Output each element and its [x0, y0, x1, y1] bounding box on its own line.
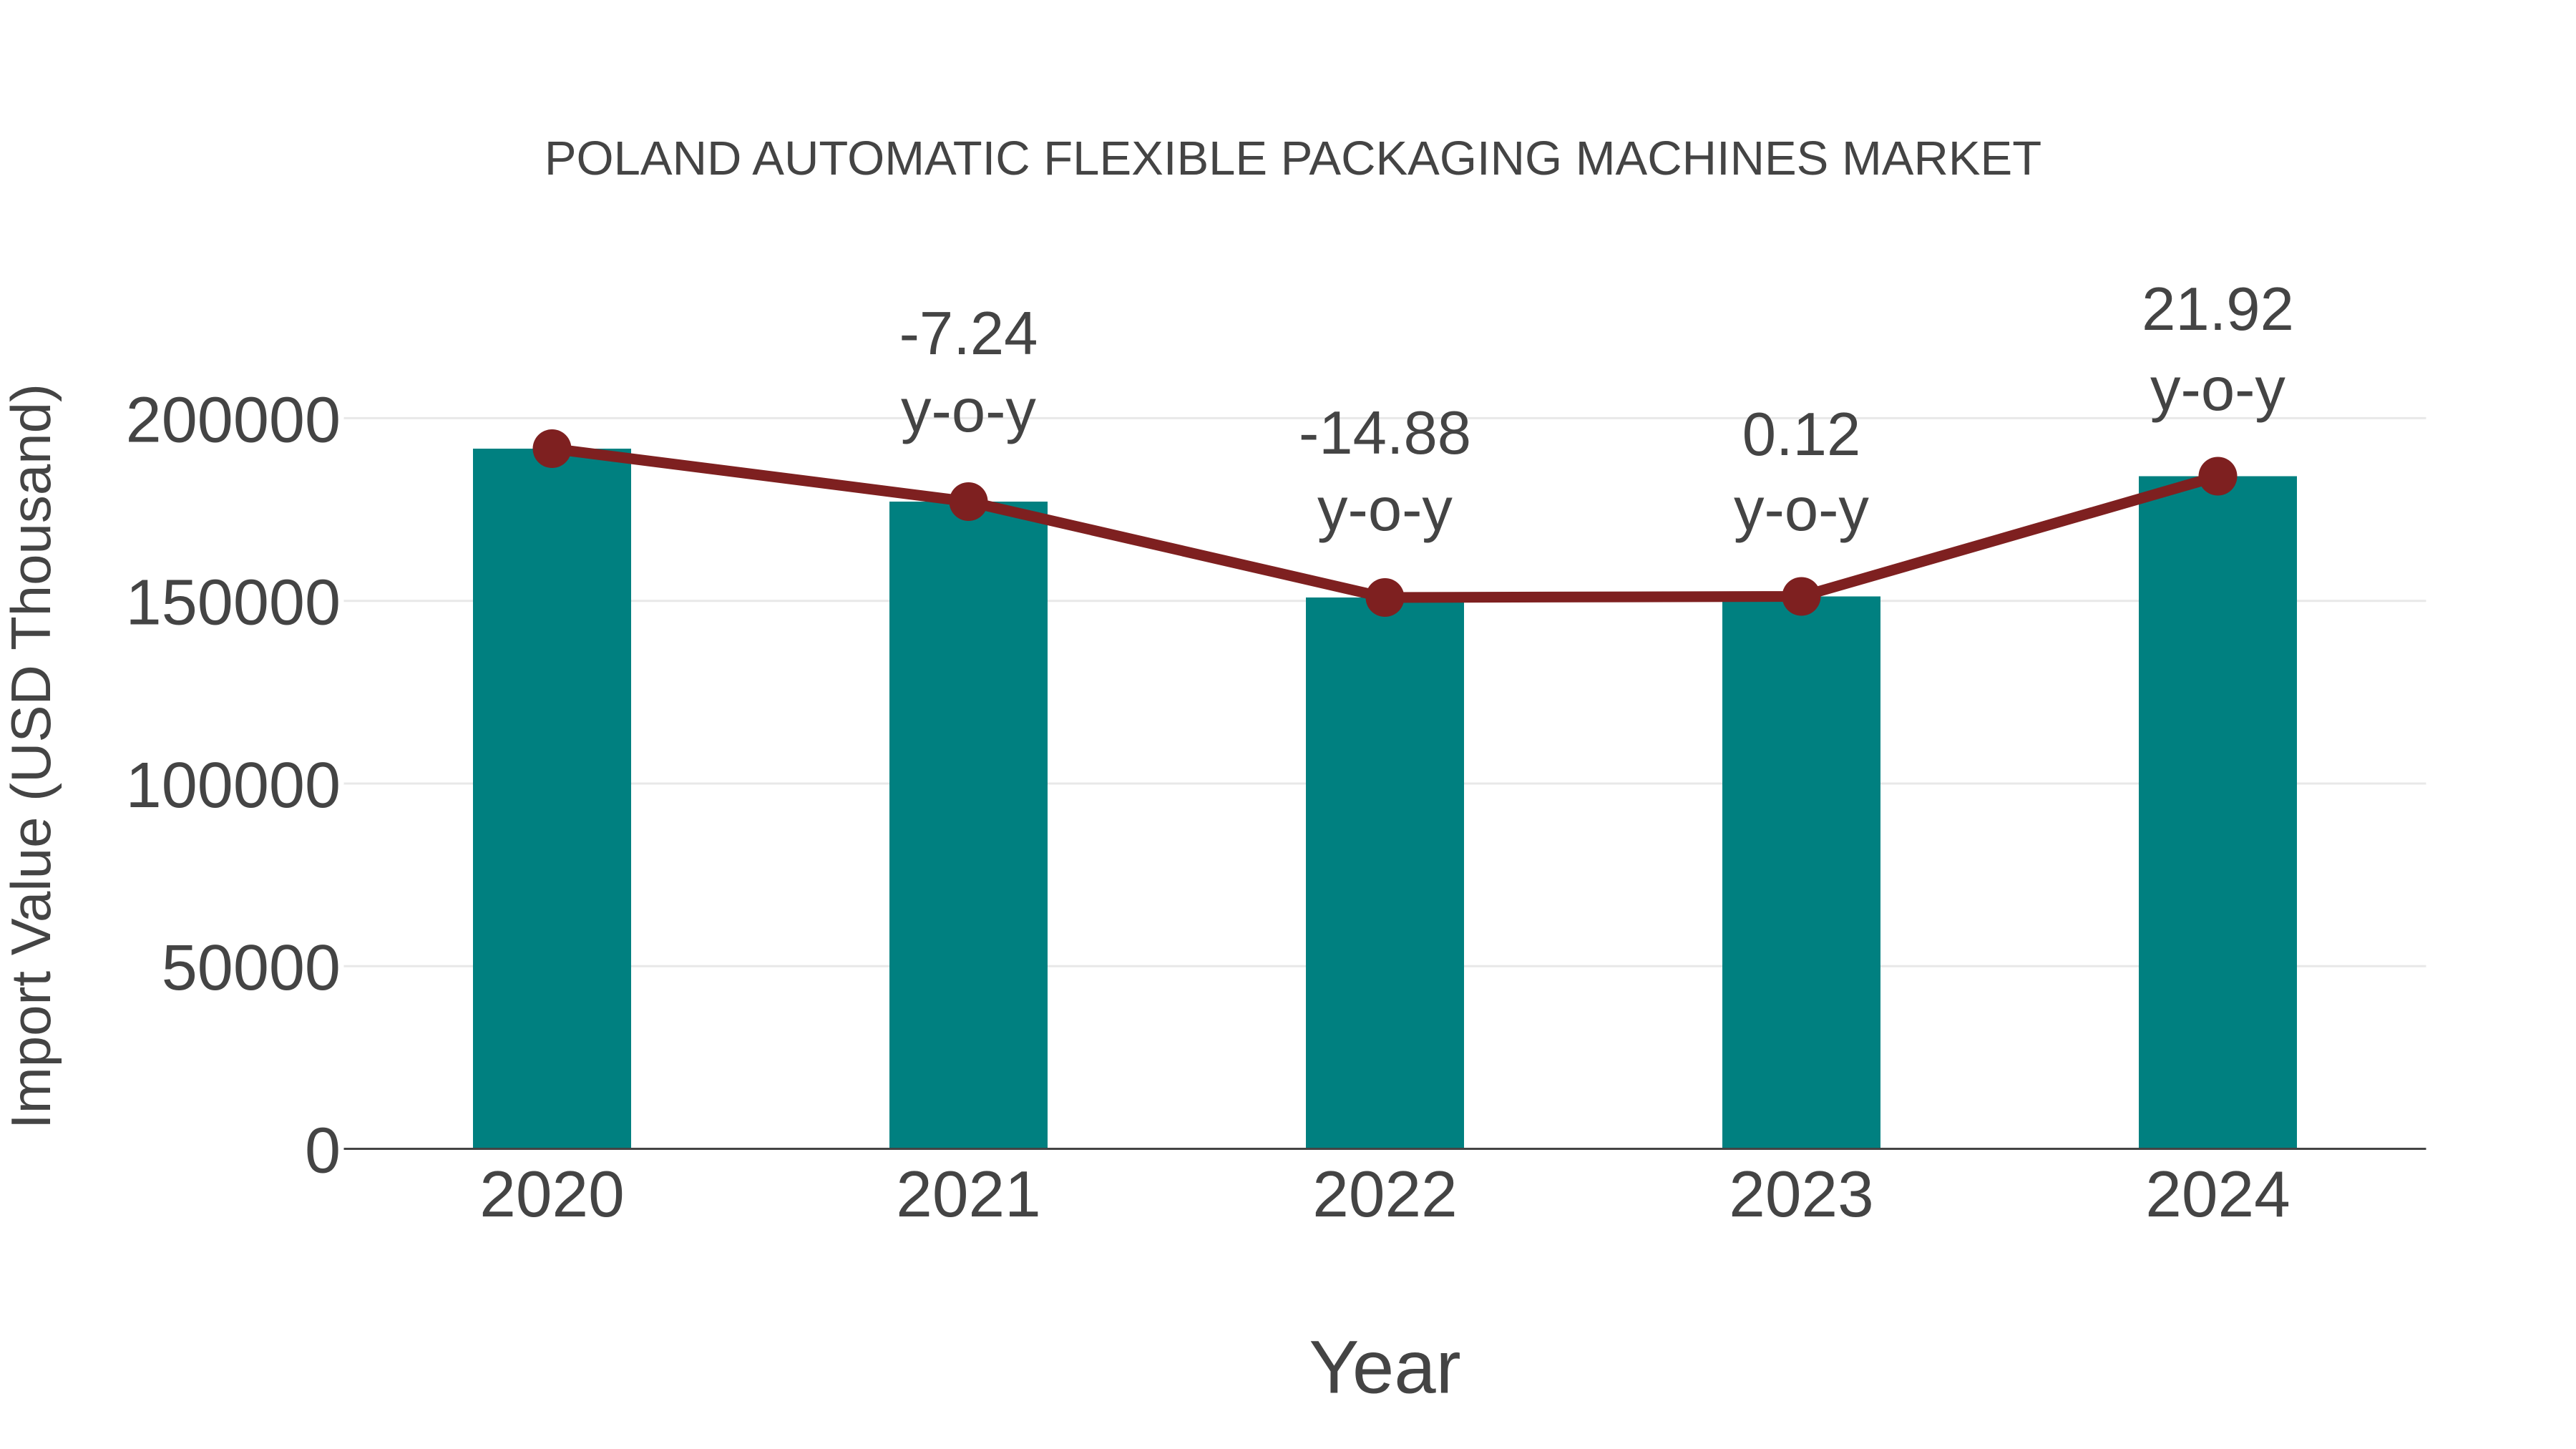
- svg-text:50000: 50000: [162, 932, 341, 1004]
- svg-text:2022: 2022: [1312, 1158, 1457, 1231]
- svg-text:y-o-y: y-o-y: [901, 377, 1036, 445]
- svg-text:2024: 2024: [2145, 1158, 2290, 1231]
- svg-text:Import Value (USD Thousand): Import Value (USD Thousand): [0, 384, 62, 1129]
- svg-text:0.12: 0.12: [1742, 401, 1860, 469]
- svg-text:2020: 2020: [479, 1158, 624, 1231]
- svg-text:2021: 2021: [896, 1158, 1040, 1231]
- svg-text:-7.24: -7.24: [899, 300, 1038, 368]
- svg-text:150000: 150000: [126, 567, 341, 639]
- svg-text:200000: 200000: [126, 384, 341, 456]
- svg-text:-14.88: -14.88: [1299, 399, 1471, 467]
- svg-text:2023: 2023: [1729, 1158, 1873, 1231]
- svg-text:POLAND AUTOMATIC FLEXIBLE PACK: POLAND AUTOMATIC FLEXIBLE PACKAGING MACH…: [545, 132, 2041, 185]
- svg-text:21.92: 21.92: [2142, 275, 2294, 343]
- svg-text:0: 0: [305, 1116, 341, 1187]
- svg-text:Year: Year: [1309, 1326, 1460, 1410]
- svg-text:100000: 100000: [126, 750, 341, 821]
- svg-text:y-o-y: y-o-y: [2150, 356, 2285, 424]
- svg-text:y-o-y: y-o-y: [1317, 476, 1453, 544]
- svg-text:y-o-y: y-o-y: [1734, 476, 1869, 544]
